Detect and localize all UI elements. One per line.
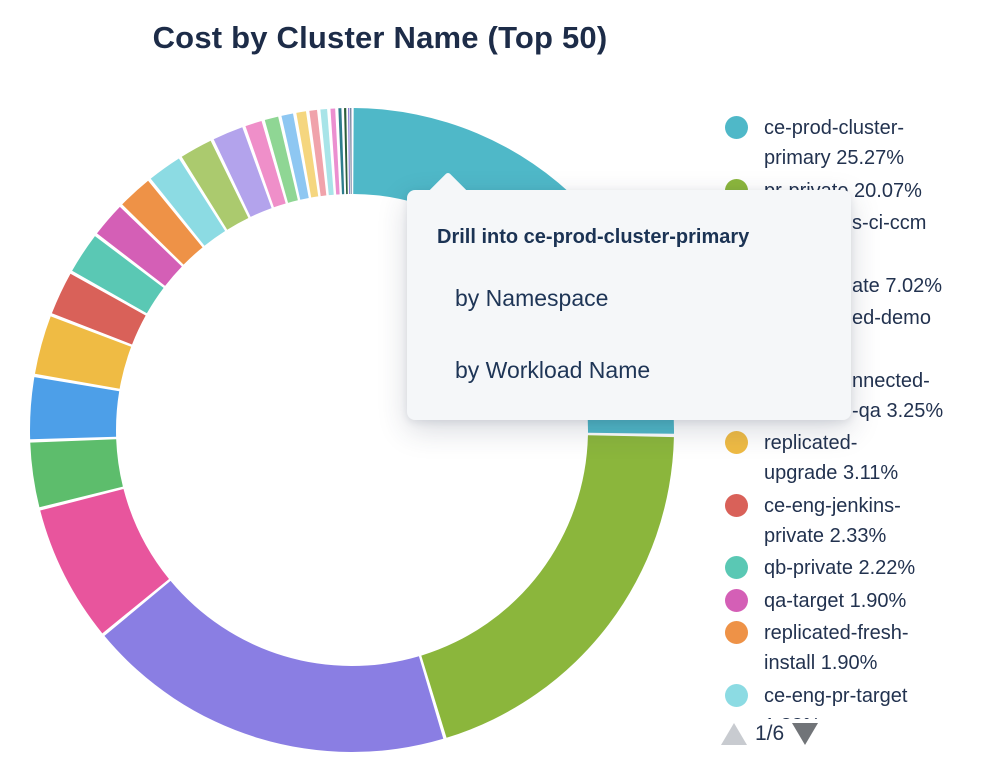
donut-slice[interactable]	[330, 108, 340, 195]
legend-dot	[725, 493, 748, 517]
legend-line: -qa 3.25%	[852, 399, 944, 422]
donut-slice[interactable]	[264, 116, 298, 203]
legend-dot	[725, 621, 748, 644]
legend-item-label: s-ci-ccm	[764, 208, 991, 268]
legend-dot	[725, 431, 748, 454]
legend-line: qb-private 2.22%	[764, 557, 916, 579]
legend-line: install 1.90%	[764, 652, 878, 674]
legend-line: ed-demo	[852, 307, 931, 329]
donut-slice[interactable]	[348, 108, 351, 195]
legend-item[interactable]: ce-eng-pr-target 1.88%	[725, 681, 991, 720]
legend-line: qa-target 1.90%	[764, 589, 907, 612]
donut-slice[interactable]	[104, 580, 444, 753]
donut-slice[interactable]	[421, 435, 674, 738]
donut-slice[interactable]	[320, 108, 334, 196]
donut-slice[interactable]	[296, 111, 319, 198]
legend-line: ce-eng-pr-target	[764, 684, 908, 707]
legend-line: private 2.33%	[764, 524, 887, 547]
legend-next-page-button[interactable]	[792, 723, 819, 745]
donut-slice[interactable]	[245, 120, 286, 208]
legend-item[interactable]: ce-prod-cluster-primary 25.27%	[725, 113, 991, 173]
donut-slice[interactable]	[122, 180, 203, 265]
legend-dot	[725, 116, 748, 139]
donut-slice[interactable]	[338, 108, 345, 195]
legend-prev-page-button[interactable]	[721, 723, 747, 745]
tooltip-title: Drill into ce-prod-cluster-primary	[437, 226, 750, 248]
legend-line: ate 7.02%	[852, 274, 943, 297]
legend-item-label: ce-eng-pr-target 1.88%	[764, 681, 991, 720]
legend-item-label: qb-private 2.22%	[764, 553, 991, 583]
legend-item-label: ed-demo	[764, 303, 991, 363]
legend-item-label: ate 7.02%	[764, 271, 991, 301]
legend-item[interactable]: ce-eng-jenkins-private 2.33%	[725, 491, 991, 551]
legend-line: upgrade 3.11%	[764, 462, 899, 484]
legend-line: ce-eng-jenkins-	[764, 494, 901, 517]
donut-slice[interactable]	[281, 113, 309, 200]
legend-dot	[725, 588, 748, 612]
chart-title: Cost by Cluster Name (Top 50)	[152, 20, 608, 55]
drill-by-workload-name-option[interactable]: by Workload Name	[455, 357, 651, 383]
donut-slice[interactable]	[30, 439, 123, 508]
legend-dot	[725, 683, 748, 707]
legend-line: replicated-fresh-	[764, 622, 909, 644]
legend-line: replicated-	[764, 432, 858, 454]
legend-line: primary 25.27%	[764, 147, 905, 169]
legend-page-indicator: 1/6	[755, 722, 785, 745]
legend-line: s-ci-ccm	[852, 212, 927, 234]
legend-item-label: replicated-fresh-install 1.90%	[764, 618, 991, 678]
donut-slice[interactable]	[309, 109, 327, 197]
donut-slice[interactable]	[96, 206, 182, 286]
legend-item-label: qa-target 1.90%	[764, 586, 991, 616]
donut-slice[interactable]	[40, 489, 170, 634]
legend-item-label: ce-eng-jenkins-private 2.33%	[764, 491, 991, 551]
drilldown-tooltip: Drill into ce-prod-cluster-primary by Na…	[407, 171, 851, 420]
donut-slice[interactable]	[213, 127, 272, 217]
legend-pagination: 1/6	[721, 722, 819, 746]
legend-item[interactable]: replicated-fresh-install 1.90%	[725, 618, 991, 678]
legend-line: 1.88%	[764, 711, 991, 720]
donut-slice[interactable]	[34, 316, 132, 389]
donut-slice[interactable]	[72, 236, 164, 314]
legend-item[interactable]: qa-target 1.90%	[725, 586, 991, 616]
legend-line: ce-prod-cluster-	[764, 117, 905, 139]
legend-item-label: ce-prod-cluster-primary 25.27%	[764, 113, 991, 173]
legend-item[interactable]: replicated-upgrade 3.11%	[725, 428, 991, 488]
legend-item-label: replicated-upgrade 3.11%	[764, 428, 991, 488]
legend-item[interactable]: qb-private 2.22%	[725, 553, 991, 583]
drill-by-namespace-option[interactable]: by Namespace	[455, 285, 609, 311]
donut-slice[interactable]	[344, 108, 348, 195]
donut-slice[interactable]	[350, 107, 352, 194]
donut-slice[interactable]	[181, 140, 249, 230]
donut-slice[interactable]	[29, 377, 120, 440]
donut-slice[interactable]	[150, 158, 226, 246]
legend-dot	[725, 556, 748, 579]
legend-item-label: nnected- -qa 3.25%	[764, 366, 991, 426]
legend-line: nnected-	[852, 369, 930, 392]
donut-slice[interactable]	[51, 273, 146, 345]
